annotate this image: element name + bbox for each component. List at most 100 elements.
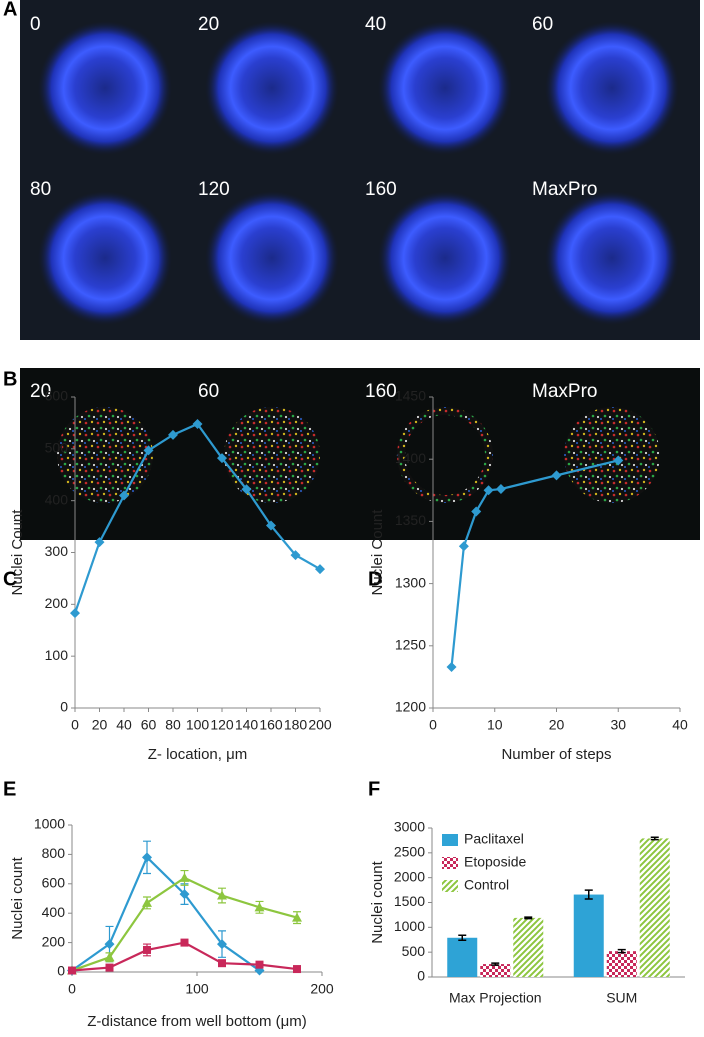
x-tick-label: 10 (487, 717, 503, 733)
error-bar (584, 889, 593, 900)
data-point (315, 564, 325, 575)
spheroid-image (545, 191, 679, 325)
legend-swatch (442, 857, 458, 869)
spheroid-image (545, 21, 679, 155)
data-point (290, 550, 301, 561)
y-tick-label: 1400 (395, 450, 426, 466)
y-tick-label: 1000 (34, 816, 65, 832)
spheroid-image (205, 21, 339, 155)
y-axis-title: Nuclei count (9, 856, 26, 939)
y-tick-label: 0 (60, 699, 68, 715)
bar (513, 917, 544, 977)
data-point (266, 520, 276, 531)
data-point (143, 445, 154, 456)
data-point (143, 945, 151, 954)
tile-label: 160 (365, 179, 397, 200)
error-bar (650, 836, 659, 841)
x-tick-label: 120 (210, 717, 234, 733)
bar (573, 894, 604, 977)
x-tick-label: 180 (284, 717, 308, 733)
y-tick-label: 200 (45, 595, 69, 611)
y-tick-label: 400 (45, 491, 69, 507)
data-point (70, 608, 80, 619)
x-tick-label: 100 (185, 981, 209, 997)
x-tick-label: Max Projection (449, 990, 542, 1006)
spheroid-image (378, 21, 512, 155)
legend-label: Control (464, 877, 509, 893)
data-point (458, 541, 469, 552)
data-point (104, 939, 115, 950)
bar (639, 838, 670, 977)
legend-swatch (442, 834, 458, 846)
panel-label: E (3, 778, 16, 800)
x-tick-label: 60 (141, 717, 157, 733)
x-tick-label: 200 (310, 981, 334, 997)
legend-swatch (442, 880, 458, 892)
y-tick-label: 1250 (395, 637, 426, 653)
x-axis-title: Number of steps (501, 746, 611, 763)
x-tick-label: 140 (235, 717, 259, 733)
error-bar (458, 934, 467, 941)
y-tick-label: 800 (42, 845, 66, 861)
tile-label: 120 (198, 179, 230, 200)
y-tick-label: 0 (417, 968, 425, 984)
bar (606, 951, 637, 977)
panel-label: D (368, 568, 382, 590)
tile-label: 80 (30, 179, 51, 200)
panel-label: C (3, 568, 17, 590)
series-line (71, 855, 261, 972)
y-tick-label: 0 (57, 963, 65, 979)
data-point (68, 966, 76, 975)
data-point (142, 852, 152, 863)
y-tick-label: 1350 (395, 512, 426, 528)
data-point (179, 872, 190, 882)
y-axis-title: Nuclei count (369, 860, 386, 943)
legend-label: Etoposide (464, 854, 526, 870)
x-tick-label: 80 (165, 717, 181, 733)
tile-label: 0 (30, 14, 41, 35)
data-point (217, 939, 227, 950)
data-point (94, 537, 105, 548)
spheroid-image (38, 191, 172, 325)
error-bar (524, 916, 533, 920)
y-tick-label: 1000 (394, 918, 425, 934)
y-tick-label: 300 (45, 543, 69, 559)
y-tick-label: 1450 (395, 388, 426, 404)
spheroid-core (405, 415, 485, 495)
x-axis-title: Z-distance from well bottom (μm) (87, 1013, 307, 1030)
data-point (180, 938, 189, 947)
y-tick-label: 500 (402, 943, 426, 959)
y-tick-label: 400 (42, 904, 66, 920)
data-point (292, 912, 302, 922)
data-point (119, 490, 129, 501)
tile-label: MaxPro (532, 179, 597, 200)
data-point (254, 902, 265, 912)
y-tick-label: 500 (45, 440, 69, 456)
x-tick-label: 0 (71, 717, 79, 733)
data-point (613, 455, 624, 466)
data-point (218, 959, 226, 968)
x-tick-label: 20 (549, 717, 565, 733)
x-axis-title: Z- location, μm (148, 746, 248, 763)
panel-label: F (368, 778, 380, 800)
y-tick-label: 600 (45, 388, 69, 404)
data-point (495, 484, 506, 495)
x-tick-label: 200 (308, 717, 332, 733)
tile-label: 60 (532, 14, 553, 35)
x-tick-label: 20 (92, 717, 108, 733)
y-tick-label: 200 (42, 933, 66, 949)
x-tick-label: 0 (429, 717, 437, 733)
data-point (142, 897, 152, 907)
x-tick-label: 100 (186, 717, 210, 733)
data-point (471, 506, 482, 517)
error-bar (617, 948, 626, 954)
x-tick-label: SUM (606, 990, 637, 1006)
data-point (217, 453, 227, 464)
data-point (217, 890, 227, 900)
data-point (105, 963, 114, 972)
spheroid-image (224, 407, 320, 503)
tile-label: 20 (198, 14, 219, 35)
data-point (255, 960, 264, 969)
y-tick-label: 3000 (394, 819, 425, 835)
